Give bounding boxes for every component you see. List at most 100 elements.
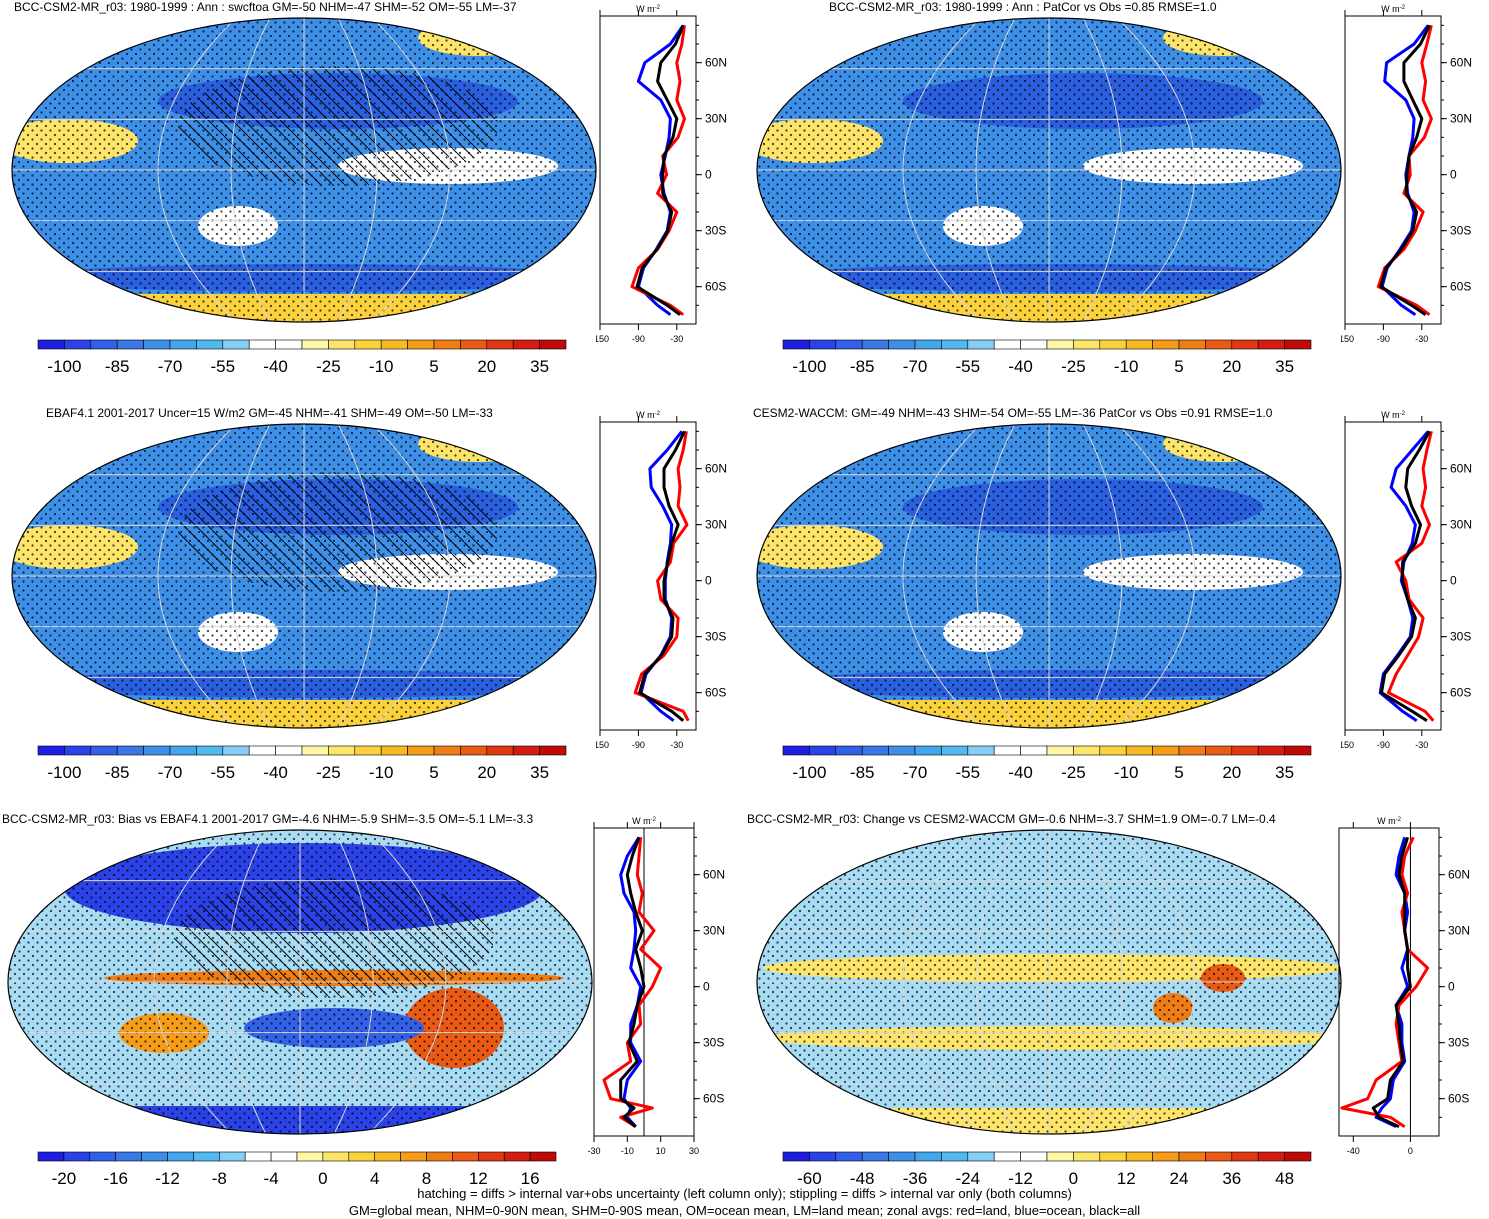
colorbar-swatch: [835, 339, 863, 350]
colorbar-swatch: [1178, 745, 1206, 756]
colorbar-tick-label: 20: [477, 763, 496, 782]
map: [11, 423, 597, 729]
colorbar-tick-label: -70: [158, 763, 183, 782]
x-tick-label: 0: [1408, 1146, 1413, 1156]
map: [756, 17, 1342, 323]
zonal-frame: [599, 421, 697, 731]
map-border: [7, 829, 593, 1135]
colorbar-swatch: [270, 1151, 298, 1162]
series-line-all: [635, 24, 685, 316]
colorbar-swatch: [1284, 745, 1312, 756]
colorbar-swatch: [296, 1151, 324, 1162]
colorbar-swatch: [1257, 339, 1285, 350]
lat-tick-label: 60N: [1450, 56, 1472, 70]
series-line-all: [1371, 836, 1412, 1129]
zonal-unit-sup: -2: [655, 5, 661, 11]
colorbar-tick-label: -16: [103, 1169, 128, 1188]
colorbar-tick-label: -100: [47, 763, 81, 782]
lat-tick-label: 60S: [1448, 1092, 1469, 1106]
lat-tick-label: 30N: [705, 112, 727, 126]
colorbar-tick-label: -40: [1008, 357, 1033, 376]
colorbar-swatch: [116, 339, 144, 350]
colorbar-tick-label: 0: [1069, 1169, 1078, 1188]
colorbar-swatch: [90, 339, 118, 350]
lat-tick-label: 30N: [1450, 112, 1472, 126]
x-tick-label: -150: [1341, 334, 1354, 344]
lat-tick-label: 0: [703, 980, 710, 994]
colorbar-swatch: [433, 745, 461, 756]
x-tick-label: -150: [596, 334, 609, 344]
colorbar-swatch: [400, 1151, 427, 1162]
series-line-land: [630, 25, 686, 316]
zonal-average-plot: 60N 30N 0 30S 60S -150 -90 -30 W m-2: [1341, 410, 1472, 750]
colorbar-swatch: [328, 339, 356, 350]
colorbar-swatch: [782, 745, 810, 756]
panel-title: BCC-CSM2-MR_r03: Change vs CESM2-WACCM G…: [747, 812, 1276, 826]
colorbar-swatch: [141, 1151, 168, 1162]
x-tick-label: -90: [632, 334, 645, 344]
map: [756, 423, 1342, 729]
colorbar-swatch: [993, 339, 1021, 350]
colorbar-tick-label: 35: [530, 357, 549, 376]
lat-tick-label: 30S: [1450, 630, 1471, 644]
colorbar-tick-label: -70: [158, 357, 183, 376]
x-tick-label: -90: [1377, 334, 1390, 344]
zonal-unit-sup: -2: [655, 411, 661, 417]
colorbar-tick-label: 5: [1174, 763, 1183, 782]
colorbar-swatch: [348, 1151, 375, 1162]
colorbar-swatch: [1073, 1151, 1101, 1162]
colorbar-tick-label: 36: [1222, 1169, 1241, 1188]
colorbar-swatch: [782, 339, 810, 350]
colorbar-swatch: [143, 745, 171, 756]
colorbar-swatch: [993, 1151, 1021, 1162]
lat-tick-label: 0: [1448, 980, 1455, 994]
colorbar-tick-label: 16: [521, 1169, 540, 1188]
zonal-unit-sup: -2: [1400, 5, 1406, 11]
colorbar-tick-label: -8: [212, 1169, 227, 1188]
colorbar-swatch: [354, 745, 382, 756]
colorbar-swatch: [1020, 339, 1048, 350]
panel-4: CESM2-WACCM: GM=-49 NHM=-43 SHM=-54 OM=-…: [745, 406, 1489, 811]
colorbar-tick-label: -55: [211, 357, 236, 376]
x-tick-label: -150: [596, 740, 609, 750]
colorbar-swatch: [275, 339, 303, 350]
colorbar-swatch: [529, 1151, 557, 1162]
colorbar-swatch: [993, 745, 1021, 756]
colorbar-swatch: [426, 1151, 453, 1162]
zonal-unit-sup: -2: [1396, 817, 1402, 823]
colorbar-tick-label: 5: [429, 357, 438, 376]
panel-title: CESM2-WACCM: GM=-49 NHM=-43 SHM=-54 OM=-…: [753, 406, 1273, 420]
colorbar-swatch: [809, 745, 837, 756]
colorbar-swatch: [1284, 1151, 1312, 1162]
panel-5: BCC-CSM2-MR_r03: Bias vs EBAF4.1 2001-20…: [0, 812, 744, 1217]
panel-title: BCC-CSM2-MR_r03: 1980-1999 : Ann : swcft…: [14, 0, 517, 14]
lat-tick-label: 30S: [703, 1036, 724, 1050]
x-tick-label: -30: [1415, 334, 1428, 344]
colorbar-tick-label: -85: [105, 357, 130, 376]
x-tick-label: -90: [1377, 740, 1390, 750]
colorbar-tick-label: -100: [792, 763, 826, 782]
colorbar-swatch: [169, 745, 197, 756]
colorbar-swatch: [941, 745, 969, 756]
colorbar-swatch: [486, 339, 514, 350]
colorbar-tick-label: -36: [903, 1169, 928, 1188]
map-field: [8, 830, 592, 1134]
colorbar-tick-label: 5: [1174, 357, 1183, 376]
map: [7, 829, 593, 1135]
colorbar-tick-label: -85: [850, 357, 875, 376]
lat-tick-label: 30S: [705, 224, 726, 238]
colorbar-swatch: [193, 1151, 220, 1162]
colorbar-tick-label: -25: [316, 357, 341, 376]
colorbar-swatch: [835, 1151, 863, 1162]
lat-tick-label: 60N: [1450, 462, 1472, 476]
zonal-unit-label: W m-2: [1377, 816, 1401, 826]
colorbar-swatch: [809, 339, 837, 350]
colorbar-tick-label: 35: [1275, 763, 1294, 782]
colorbar-swatch: [248, 339, 276, 350]
map-border: [756, 17, 1342, 323]
footnote-line-1: hatching = diffs > internal var+obs unce…: [417, 1186, 1072, 1201]
lat-tick-label: 60S: [705, 280, 726, 294]
colorbar-tick-label: -55: [211, 763, 236, 782]
colorbar-swatch: [354, 339, 382, 350]
colorbar-swatch: [1205, 1151, 1233, 1162]
